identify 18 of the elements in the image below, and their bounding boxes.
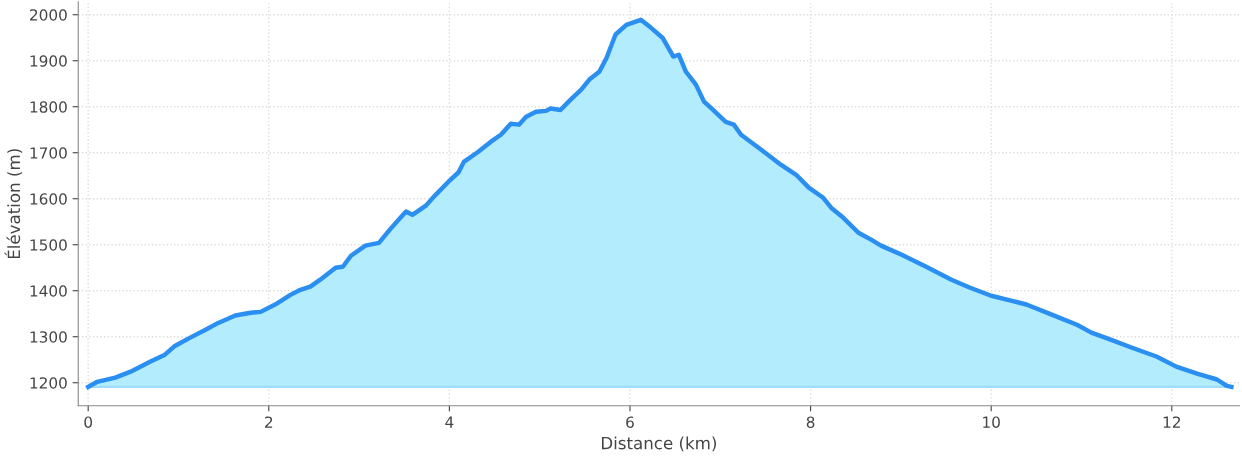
y-tick-label: 1800 [30,101,67,113]
x-tick-label: 10 [983,416,1000,428]
x-tick-label: 0 [84,416,93,428]
y-tick-label: 1300 [30,331,67,343]
y-tick-label: 1900 [30,55,67,67]
y-tick-label: 1600 [30,193,67,205]
y-tick-label: 2000 [30,9,67,21]
y-axis-title: Élévation (m) [4,149,23,259]
y-tick-label: 1500 [30,239,67,251]
y-tick-label: 1200 [30,377,67,389]
x-tick-label: 8 [806,416,815,428]
x-axis-title: Distance (km) [601,436,716,452]
x-tick-label: 2 [265,416,273,428]
x-tick-label: 12 [1163,416,1180,428]
y-tick-label: 1400 [30,285,67,297]
y-tick-label: 1700 [30,147,67,159]
x-tick-label: 4 [445,416,454,428]
x-tick-label: 6 [626,416,634,428]
